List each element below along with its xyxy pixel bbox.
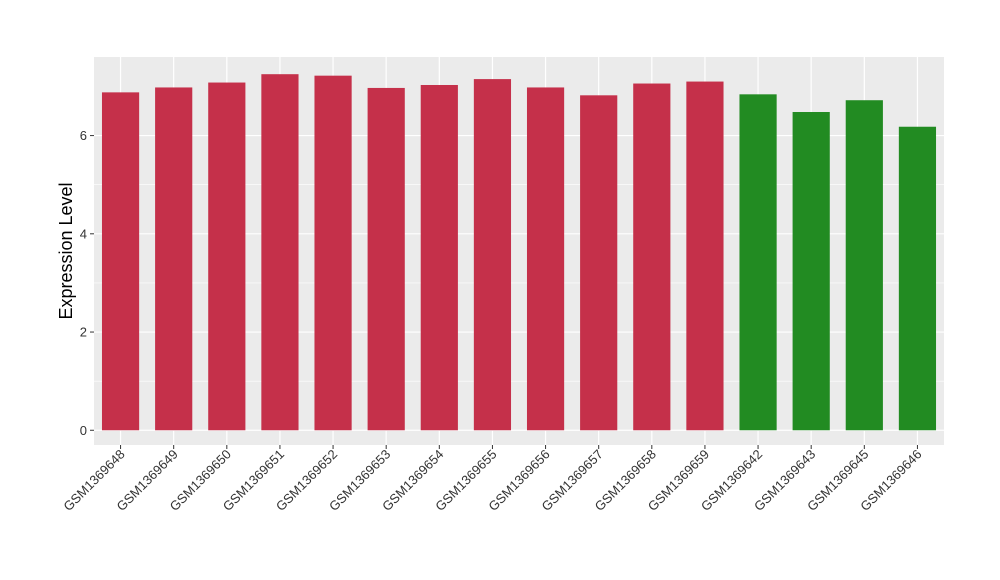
bar-GSM1369652 — [314, 75, 352, 431]
bar-GSM1369645 — [845, 100, 883, 431]
bar-GSM1369659 — [686, 81, 724, 431]
bar-GSM1369651 — [261, 74, 299, 431]
bar-GSM1369654 — [420, 84, 458, 431]
y-axis-title: Expression Level — [56, 182, 76, 319]
bar-GSM1369643 — [792, 112, 830, 431]
bar-GSM1369642 — [739, 94, 777, 431]
y-axis: 0 2 4 6 — [80, 128, 94, 438]
bar-GSM1369657 — [580, 95, 618, 431]
bar-GSM1369658 — [633, 83, 671, 431]
bars — [101, 74, 937, 431]
bar-GSM1369646 — [898, 126, 937, 431]
bar-GSM1369648 — [101, 92, 140, 431]
y-tick-label: 6 — [80, 128, 87, 143]
y-tick-label: 4 — [80, 226, 87, 241]
y-tick-label: 2 — [80, 325, 87, 340]
y-tick-label: 0 — [80, 423, 87, 438]
bar-GSM1369650 — [208, 82, 246, 431]
bar-GSM1369653 — [367, 87, 405, 431]
x-axis: GSM1369648GSM1369649GSM1369650GSM1369651… — [60, 445, 925, 514]
bar-GSM1369655 — [473, 79, 512, 431]
bar-GSM1369656 — [526, 87, 565, 431]
bar-GSM1369649 — [155, 87, 193, 431]
